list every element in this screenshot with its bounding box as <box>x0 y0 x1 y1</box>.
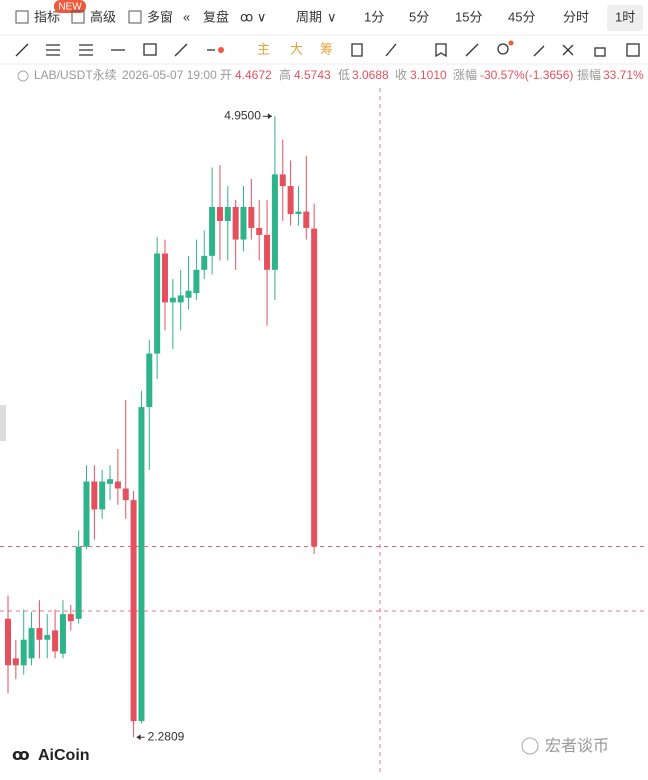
candle-body <box>36 628 43 640</box>
period[interactable]: 5分 <box>409 9 429 24</box>
period[interactable]: 15分 <box>455 9 482 24</box>
toolbar-item[interactable]: 指标 <box>34 9 60 24</box>
candle-body <box>209 206 216 256</box>
tool-dot <box>508 40 514 46</box>
tool-dot <box>218 47 224 53</box>
candle-body <box>5 618 11 666</box>
candle-body <box>75 546 82 619</box>
period-active-bg <box>607 5 643 31</box>
candle-body <box>185 290 192 298</box>
drawing-tools[interactable] <box>15 43 640 58</box>
window-icon[interactable] <box>128 10 142 24</box>
candle-body <box>240 206 247 240</box>
value: 4.5743 <box>294 68 331 82</box>
candle-body <box>138 407 145 722</box>
wechat-icon <box>521 737 539 755</box>
period[interactable]: 1时 <box>615 9 635 24</box>
candle-body <box>303 211 310 228</box>
period[interactable]: 45分 <box>508 9 535 24</box>
candle-body <box>193 269 200 294</box>
candle-body <box>201 255 208 270</box>
candle-body <box>295 211 302 214</box>
period[interactable]: 1分 <box>364 9 384 24</box>
logo: AiCoin <box>38 747 90 764</box>
label: 涨幅 <box>453 67 477 82</box>
candle-body <box>67 614 74 622</box>
value: 33.71% <box>603 68 644 82</box>
candle-body <box>154 253 161 354</box>
toolbar-item[interactable]: 周期 <box>296 9 322 24</box>
candle-body <box>177 295 184 303</box>
author: 宏者谈币 <box>545 737 609 755</box>
replay-icon[interactable]: « <box>183 9 190 24</box>
candle-body <box>232 206 239 240</box>
candle-body <box>287 186 294 214</box>
advanced-icon[interactable] <box>71 10 85 24</box>
label: 开 <box>220 68 232 82</box>
value: -30.57%(-1.3656) <box>480 68 573 82</box>
candle-body <box>20 639 27 666</box>
candle-body <box>12 658 19 666</box>
dropdown-icon[interactable]: ∨ <box>327 9 337 24</box>
candle-body <box>130 500 137 722</box>
candle-body <box>44 635 51 640</box>
min-label: 2.2809 <box>148 729 185 743</box>
max-label: 4.9500 <box>224 108 261 122</box>
candle-body <box>52 630 59 652</box>
symbol: LAB/USDT永续 <box>34 68 117 82</box>
candle-body <box>91 481 98 510</box>
candle-body <box>122 488 129 501</box>
candle-body <box>256 227 263 235</box>
candle-body <box>146 353 153 408</box>
collapse-icon[interactable] <box>17 70 29 82</box>
period[interactable]: 分时 <box>563 9 589 24</box>
side-tab[interactable] <box>0 405 6 441</box>
candle-body <box>99 481 106 510</box>
tool[interactable]: 大 <box>290 41 303 56</box>
candle-body <box>59 614 66 654</box>
candle-body <box>216 206 223 221</box>
arrow-head <box>267 113 272 120</box>
candle-body <box>107 479 114 484</box>
toolbar-item[interactable]: 高级 <box>90 9 116 24</box>
candle-body <box>169 297 176 303</box>
badge-bg <box>54 0 86 13</box>
candle-body <box>271 174 278 270</box>
label: 收 <box>395 68 407 82</box>
candle-body <box>311 228 318 547</box>
tool[interactable]: 筹 <box>320 41 333 56</box>
candle-body <box>279 174 286 187</box>
candle-body <box>162 253 168 303</box>
chart-type-icon[interactable]: ꝏ ∨ <box>240 9 266 24</box>
label: 低 <box>338 68 350 82</box>
toolbar-item[interactable]: 复盘 <box>203 9 229 24</box>
candle-body <box>224 206 231 221</box>
badge: NEW <box>58 2 82 13</box>
tool[interactable]: 主 <box>257 41 270 56</box>
plot: 4.9500 2.2809 <box>0 108 648 743</box>
value: 4.4672 <box>235 68 272 82</box>
indicator-icon[interactable] <box>15 10 29 24</box>
label: 振幅 <box>577 67 601 82</box>
value: 3.0688 <box>352 68 389 82</box>
candle-body <box>264 234 271 270</box>
candle-body <box>28 628 35 659</box>
time: 2026-05-07 19:00 <box>122 68 217 82</box>
arrow-head <box>136 734 141 741</box>
label: 高 <box>279 67 291 82</box>
toolbar-item[interactable]: 多窗 <box>147 9 173 24</box>
candle-body <box>248 206 255 228</box>
candle-body <box>83 481 90 547</box>
logo-mark: ꝏ <box>12 747 30 764</box>
candle-body <box>114 481 121 489</box>
value: 3.1010 <box>410 68 447 82</box>
